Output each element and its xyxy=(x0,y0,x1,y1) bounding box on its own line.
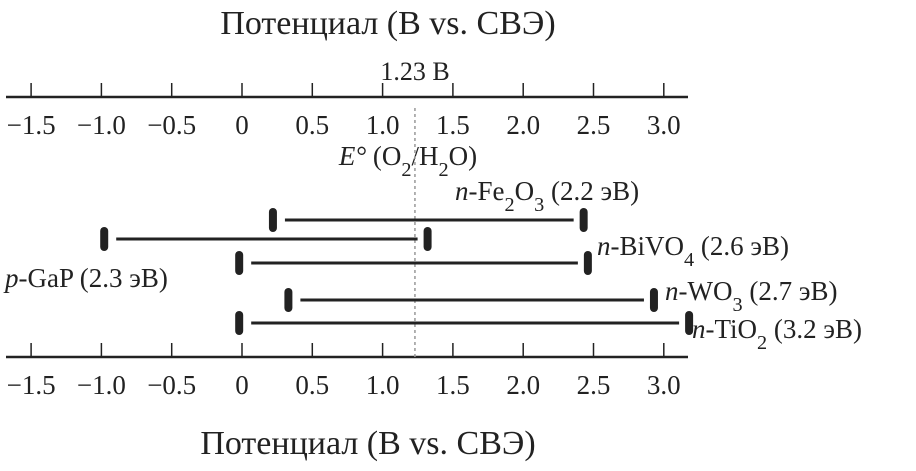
formula-part: O xyxy=(515,176,535,206)
band-edge-marker-end xyxy=(583,251,592,275)
top-tick-label: 2.0 xyxy=(506,110,540,140)
bottom-tick-label: 1.5 xyxy=(436,370,470,400)
formula-part: /H xyxy=(412,141,439,171)
band-gap-value: (3.2 эВ) xyxy=(767,314,862,344)
series-label: n-Fe2O3 (2.2 эВ) xyxy=(455,176,639,216)
conductivity-type: p xyxy=(3,263,19,293)
conductivity-type: n xyxy=(665,276,679,306)
band-edge-marker-end xyxy=(649,288,658,312)
band-edge-marker-start xyxy=(100,227,109,251)
band-edge-marker-start xyxy=(235,311,244,335)
top-tick-label: −1.0 xyxy=(77,110,126,140)
formula-part: O) xyxy=(449,141,478,171)
subscript: 3 xyxy=(534,194,544,216)
formula-part: BiVO xyxy=(620,231,685,261)
bottom-tick-label: −1.0 xyxy=(77,370,126,400)
band-gap-value: (2.2 эВ) xyxy=(544,176,639,206)
subscript: 2 xyxy=(401,159,411,181)
hyphen: - xyxy=(679,276,688,306)
hyphen: - xyxy=(469,176,478,206)
series-label: n-TiO2 (3.2 эВ) xyxy=(692,314,862,354)
band-gap-value: (2.6 эВ) xyxy=(694,231,789,261)
bottom-tick-label: 3.0 xyxy=(647,370,681,400)
hyphen: - xyxy=(706,314,715,344)
subscript: 2 xyxy=(757,332,767,354)
band-gap-value: (2.7 эВ) xyxy=(743,276,838,306)
hyphen: - xyxy=(611,231,620,261)
top-tick-label: 3.0 xyxy=(647,110,681,140)
bottom-tick-label: 1.0 xyxy=(366,370,400,400)
hyphen: - xyxy=(19,263,28,293)
top-tick-label: −1.5 xyxy=(7,110,56,140)
subscript: 2 xyxy=(505,194,515,216)
bottom-tick-label: 0 xyxy=(235,370,249,400)
conductivity-type: n xyxy=(597,231,611,261)
band-gap-value: (2.3 эВ) xyxy=(73,263,168,293)
top-tick-label: 0.5 xyxy=(295,110,329,140)
top-tick-label: 1.5 xyxy=(436,110,470,140)
band-edge-marker-start xyxy=(235,251,244,275)
band-edge-marker-start xyxy=(284,288,293,312)
band-edge-marker-start xyxy=(268,208,277,232)
series-label: n-BiVO4 (2.6 эВ) xyxy=(597,231,789,271)
subscript: 2 xyxy=(439,159,449,181)
conductivity-type: n xyxy=(692,314,706,344)
bottom-tick-label: 2.0 xyxy=(506,370,540,400)
reference-name-rest: (O2/H2O) xyxy=(373,141,477,181)
reference-name-label: E° (O2/H2O) xyxy=(338,141,477,181)
top-tick-label: 2.5 xyxy=(577,110,611,140)
bottom-axis-title: Потенциал (В vs. СВЭ) xyxy=(200,425,535,462)
formula-part: GaP xyxy=(28,263,74,293)
formula-part: Fe xyxy=(478,176,505,206)
bottom-tick-label: −0.5 xyxy=(147,370,196,400)
band-edge-marker-end xyxy=(423,227,432,251)
top-axis-title: Потенциал (В vs. СВЭ) xyxy=(220,5,555,42)
band-edge-marker-end xyxy=(579,208,588,232)
subscript: 4 xyxy=(684,249,694,271)
top-tick-label: 0 xyxy=(235,110,249,140)
bottom-tick-label: 0.5 xyxy=(295,370,329,400)
band-edge-marker-end xyxy=(685,311,694,335)
top-tick-label: 1.0 xyxy=(366,110,400,140)
bottom-tick-label: −1.5 xyxy=(7,370,56,400)
formula-part: WO xyxy=(688,276,733,306)
subscript: 3 xyxy=(732,294,742,316)
conductivity-type: n xyxy=(455,176,469,206)
series-label: p-GaP (2.3 эВ) xyxy=(3,263,168,293)
reference-name-prefix: E° xyxy=(338,141,366,171)
formula-part: TiO xyxy=(715,314,758,344)
bottom-tick-label: 2.5 xyxy=(577,370,611,400)
top-tick-label: −0.5 xyxy=(147,110,196,140)
reference-value-label: 1.23 В xyxy=(380,57,449,86)
series-label: n-WO3 (2.7 эВ) xyxy=(665,276,837,316)
formula-part: (O xyxy=(373,141,402,171)
